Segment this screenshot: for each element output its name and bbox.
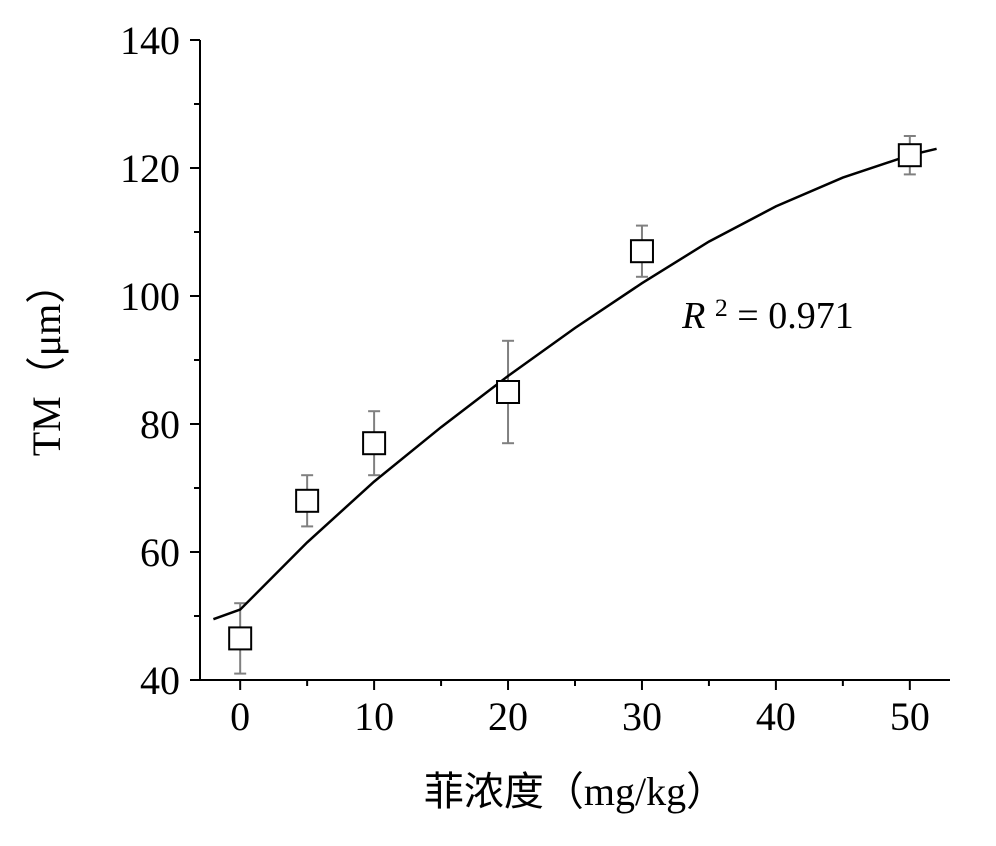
y-tick-label: 80 [140, 402, 180, 447]
data-marker [899, 144, 921, 166]
y-tick-label: 60 [140, 530, 180, 575]
x-tick-label: 30 [622, 694, 662, 739]
y-tick-label: 140 [120, 18, 180, 63]
x-axis-label: 菲浓度（mg/kg） [424, 769, 726, 814]
data-marker [296, 490, 318, 512]
x-tick-label: 40 [756, 694, 796, 739]
y-tick-label: 120 [120, 146, 180, 191]
x-tick-label: 20 [488, 694, 528, 739]
x-tick-label: 50 [890, 694, 930, 739]
y-axis-label: TM（μm） [24, 264, 69, 457]
y-tick-label: 100 [120, 274, 180, 319]
x-tick-label: 0 [230, 694, 250, 739]
scatter-chart: 0 10 20 30 40 50 40 60 80 100 120 140 菲浓度（mg/kg） TM（μ… [0, 0, 996, 846]
x-tick-label: 10 [354, 694, 394, 739]
data-marker [229, 627, 251, 649]
fit-curve [213, 149, 936, 619]
y-tick-label: 40 [140, 658, 180, 703]
data-marker [497, 381, 519, 403]
chart-container: 0 10 20 30 40 50 40 60 80 100 120 140 菲浓度（mg/kg） TM（μ… [0, 0, 996, 846]
r-squared-annotation: R 2 = 0.971 [681, 293, 854, 337]
data-marker [631, 240, 653, 262]
data-marker [363, 432, 385, 454]
